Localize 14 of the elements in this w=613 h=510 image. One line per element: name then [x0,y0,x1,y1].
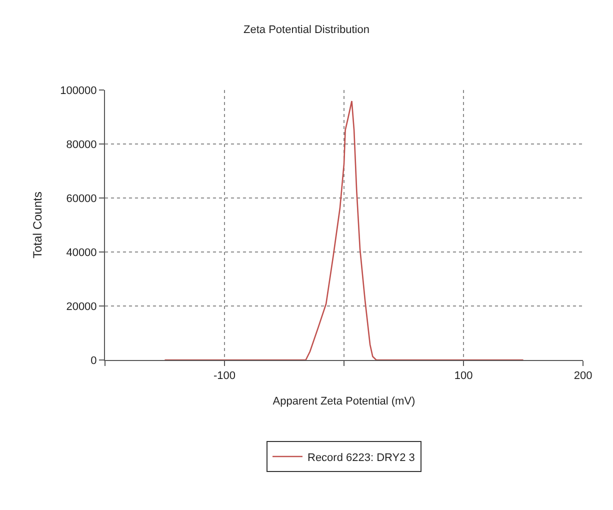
x-axis-title: Apparent Zeta Potential (mV) [272,395,416,408]
x-tick-label: 200 [574,370,592,382]
line-series [164,100,524,360]
chart-title: Zeta Potential Distribution [244,24,370,36]
y-axis-title: Total Counts [30,192,44,258]
legend-label: Record 6223: DRY2 3 [308,452,415,464]
x-tick-label: -100 [213,370,236,382]
y-tick-label: 60000 [66,192,97,205]
y-tick-label: 100000 [60,84,97,97]
y-tick-label: 80000 [66,138,97,151]
x-tick-label: 100 [454,370,473,382]
y-tick-label: 20000 [66,300,97,313]
y-tick-label: 0 [90,354,97,367]
y-tick-label: 40000 [66,246,97,259]
